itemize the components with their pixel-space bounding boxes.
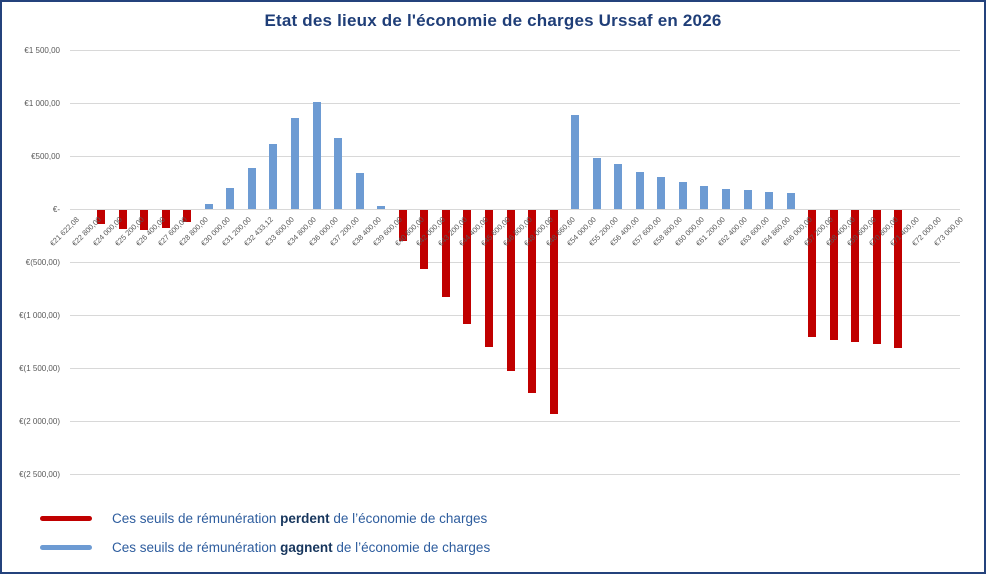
bar xyxy=(894,210,903,348)
gridline xyxy=(70,368,960,369)
bar xyxy=(161,210,170,229)
gridline xyxy=(70,103,960,104)
bar xyxy=(657,177,666,209)
y-axis-tick-label: €- xyxy=(52,205,60,214)
bar xyxy=(204,204,213,209)
legend-label: Ces seuils de rémunération perdent de l’… xyxy=(112,511,488,526)
bar xyxy=(420,210,429,270)
bar xyxy=(549,210,558,414)
bar xyxy=(312,101,321,209)
gridline xyxy=(70,474,960,475)
y-axis-tick-label: €(1 500,00) xyxy=(19,364,60,373)
bar xyxy=(463,210,472,325)
y-axis-tick-label: €(1 000,00) xyxy=(19,311,60,320)
gridline xyxy=(70,209,960,210)
bar xyxy=(722,188,730,209)
gridline xyxy=(70,50,960,51)
bar xyxy=(183,210,192,222)
bar xyxy=(829,210,838,340)
legend-item: Ces seuils de rémunération gagnent de l’… xyxy=(40,533,940,562)
bar xyxy=(765,192,774,209)
gridline xyxy=(70,156,960,157)
bar xyxy=(484,210,493,347)
legend-swatch xyxy=(40,516,92,521)
legend-item: Ces seuils de rémunération perdent de l’… xyxy=(40,504,940,533)
bar xyxy=(808,210,817,338)
legend: Ces seuils de rémunération perdent de l’… xyxy=(40,504,940,562)
y-axis-tick-label: €1 500,00 xyxy=(24,46,60,55)
bar xyxy=(355,172,364,209)
y-axis-tick-label: €500,00 xyxy=(31,152,60,161)
legend-swatch xyxy=(40,545,92,550)
bar xyxy=(334,137,343,209)
bar xyxy=(269,144,278,209)
gridline xyxy=(70,421,960,422)
bar xyxy=(592,157,601,209)
y-axis-tick-label: €(2 500,00) xyxy=(19,470,60,479)
bar xyxy=(614,164,623,209)
bar xyxy=(851,210,860,342)
bar xyxy=(377,206,386,209)
bar xyxy=(247,167,256,209)
gridline xyxy=(70,315,960,316)
legend-label: Ces seuils de rémunération gagnent de l’… xyxy=(112,540,491,555)
bar xyxy=(528,210,537,394)
bar xyxy=(872,210,881,345)
gridline xyxy=(70,262,960,263)
bar xyxy=(97,210,106,225)
y-axis-tick-label: €(2 000,00) xyxy=(19,417,60,426)
bar xyxy=(140,210,149,231)
bar xyxy=(441,210,450,297)
y-axis-tick-label: €1 000,00 xyxy=(24,99,60,108)
chart-title: Etat des lieux de l'économie de charges … xyxy=(264,11,722,30)
bar xyxy=(118,210,127,230)
bar xyxy=(678,181,687,209)
bar xyxy=(571,114,580,209)
bar xyxy=(700,185,709,209)
bar xyxy=(635,171,644,209)
bar xyxy=(291,118,299,209)
bar xyxy=(743,190,752,209)
bar xyxy=(506,210,515,372)
bar xyxy=(398,210,407,241)
y-axis-tick-label: €(500,00) xyxy=(25,258,60,267)
bar xyxy=(226,187,235,209)
bar xyxy=(786,193,795,209)
